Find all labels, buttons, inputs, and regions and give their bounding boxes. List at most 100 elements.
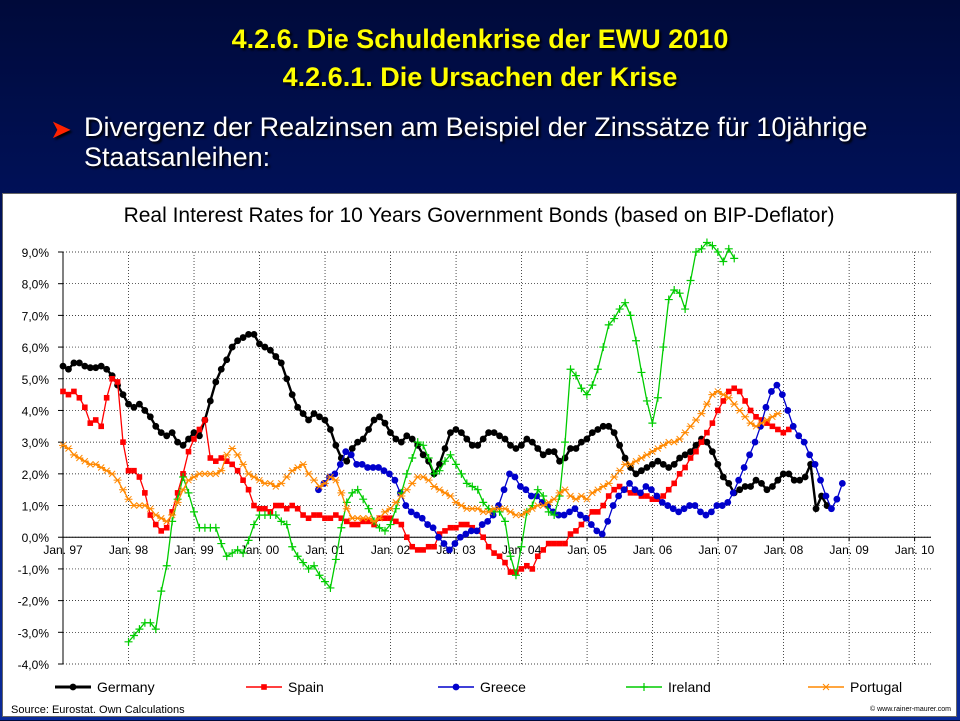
data-point-ireland [271,511,280,520]
data-point-germany [719,473,727,481]
data-point-germany [376,413,383,421]
data-point-ireland [664,295,673,304]
data-point-greece [637,489,644,497]
data-point-spain [185,448,192,455]
data-point-germany [212,378,220,386]
legend-item-portugal: Portugal [808,679,902,695]
data-point-greece [789,422,797,430]
data-point-germany [556,457,563,465]
data-point-ireland [610,314,619,323]
data-point-germany [507,441,514,449]
data-point-spain [485,543,492,550]
legend-marker-germany [69,683,77,691]
data-point-spain [152,521,159,528]
data-point-ireland [402,469,411,478]
data-point-spain [256,505,263,512]
data-point-greece [407,508,415,516]
data-point-spain [676,471,683,477]
data-point-spain [125,467,132,474]
data-point-portugal [675,435,684,443]
data-point-germany [294,403,302,411]
data-point-greece [386,470,393,478]
data-point-germany [638,467,645,475]
data-point-spain [142,490,148,496]
data-point-ireland [222,552,231,561]
series-germany [59,331,831,514]
data-point-portugal [331,476,340,484]
data-point-spain [305,515,312,522]
data-point-greece [451,540,459,547]
y-tick-label: 1,0% [22,500,50,514]
data-point-ireland [435,466,444,475]
data-point-spain [414,547,421,553]
data-point-ireland [697,244,706,253]
y-tick-label: 6,0% [22,341,50,355]
data-point-greece [593,527,601,535]
data-point-portugal [424,476,433,484]
data-point-germany [272,353,280,360]
series-portugal [59,388,782,525]
data-point-spain [698,439,705,445]
data-point-germany [599,422,607,430]
data-point-spain [447,524,454,531]
data-point-spain [245,486,252,493]
data-point-germany [168,429,176,437]
data-point-greece [358,460,366,468]
data-point-greece [582,514,590,522]
data-point-germany [97,362,105,370]
data-point-spain [120,439,126,445]
data-point-germany [70,359,78,367]
data-point-portugal [735,407,744,414]
data-point-germany [283,375,291,383]
data-point-spain [682,464,688,471]
data-point-portugal [391,499,400,506]
data-point-ireland [604,320,613,329]
data-point-ireland [675,289,684,298]
data-point-portugal [386,505,395,513]
data-point-greece [435,533,442,541]
chart-grid [63,251,931,665]
data-point-ireland [413,438,422,447]
data-point-spain [747,407,754,414]
data-point-germany [436,460,443,468]
y-tick-label: -4,0% [18,658,50,672]
copyright-note: © www.rainer-maurer.com [870,705,951,713]
data-point-greece [342,448,350,456]
data-point-ireland [648,419,657,428]
data-point-greece [675,508,683,516]
data-point-spain [92,417,99,423]
data-point-germany [517,441,525,449]
data-point-spain [136,474,143,480]
data-point-greece [495,502,502,509]
data-point-portugal [615,467,624,475]
data-point-spain [289,502,295,509]
data-point-germany [75,359,83,367]
data-point-ireland [451,460,460,469]
data-point-greece [527,492,535,500]
data-point-spain [169,509,175,515]
data-point-germany [741,483,749,490]
data-point-ireland [293,552,302,561]
data-point-greece [429,524,437,532]
data-point-ireland [686,276,695,285]
data-point-ireland [211,523,220,532]
data-point-portugal [239,460,248,468]
data-point-spain [709,420,716,426]
data-point-portugal [681,429,690,436]
data-point-ireland [380,526,389,535]
data-point-portugal [741,413,750,421]
data-point-portugal [773,410,782,417]
data-point-greece [800,438,808,446]
data-point-greece [626,479,633,487]
data-point-greece [713,502,721,509]
data-point-greece [762,403,770,411]
data-point-spain [223,458,230,464]
data-point-germany [348,445,356,452]
data-point-spain [742,398,748,404]
data-point-portugal [146,505,155,513]
data-point-ireland [533,485,542,494]
data-point-spain [191,436,197,442]
data-point-spain [229,461,235,468]
data-point-portugal [233,451,242,459]
data-point-germany [605,422,613,430]
